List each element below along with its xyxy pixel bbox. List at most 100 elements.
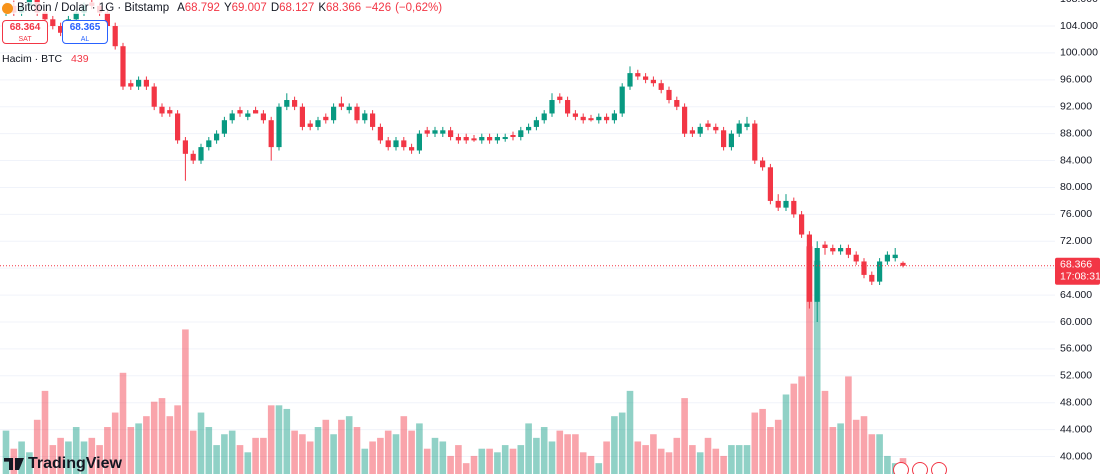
candle-body [822, 244, 828, 248]
candle-body [323, 116, 329, 121]
volume-bar [33, 419, 41, 474]
volume-bar [150, 401, 158, 474]
candle-body [845, 247, 851, 255]
candle-body [214, 133, 220, 141]
volume-bar [291, 430, 298, 474]
candle-body [799, 214, 805, 235]
y-tick-label: 52.000 [1060, 370, 1092, 382]
volume-bar [673, 437, 681, 474]
candle-body [370, 113, 376, 127]
candle-body [635, 73, 641, 77]
volume-bar [322, 419, 330, 474]
candle-body [73, 12, 79, 20]
volume-bar [127, 427, 135, 474]
candle-body [471, 138, 477, 141]
candle-body [346, 106, 352, 111]
volume-bar [221, 434, 228, 474]
event-icon[interactable] [912, 462, 928, 474]
volume-title: Hacim · BTC [2, 53, 63, 65]
candle-body [260, 113, 266, 121]
volume-bar [743, 445, 751, 474]
y-tick-label: 96.000 [1060, 74, 1092, 86]
candle-body [299, 106, 305, 127]
candle-body [565, 100, 571, 114]
volume-bar [431, 437, 439, 474]
volume-bar [517, 445, 525, 474]
candle-body [120, 46, 126, 87]
candle-body [229, 113, 235, 121]
event-icon[interactable] [931, 462, 947, 474]
volume-bar [735, 445, 743, 474]
volume-bar [790, 383, 798, 474]
volume-bar [314, 427, 322, 474]
candle-body [697, 126, 703, 134]
candle-body [760, 160, 766, 168]
candle-body [721, 130, 727, 148]
brand-logo[interactable]: TradingView [4, 455, 122, 473]
candle-body [448, 130, 454, 138]
volume-bar [158, 398, 166, 474]
volume-bar [205, 427, 213, 474]
candle-body [588, 118, 594, 121]
sell-button[interactable]: 68.364 SAT [2, 20, 48, 44]
volume-bar [18, 441, 25, 474]
price-tag [1055, 257, 1100, 285]
candle-body [838, 247, 844, 252]
volume-bar [548, 441, 556, 474]
candle-body [736, 123, 742, 134]
candle-body [182, 140, 188, 154]
volume-bar [306, 441, 314, 474]
volume-bar [618, 412, 626, 474]
candle-body [292, 100, 298, 107]
volume-bar [72, 427, 80, 474]
candle-body [58, 26, 64, 33]
symbol[interactable]: Bitcoin / Dolar · 1G · Bitstamp [17, 2, 170, 14]
volume-bar [369, 441, 376, 474]
candle-body [682, 106, 688, 134]
buy-button[interactable]: 68.365 AL [62, 20, 108, 44]
candle-body [518, 130, 524, 138]
candle-body [409, 147, 415, 151]
candle-body [338, 103, 344, 107]
candle-body [42, 12, 48, 20]
candle-body [666, 89, 672, 101]
candle-body [643, 76, 649, 80]
y-tick-label: 104.000 [1060, 20, 1098, 32]
volume-bar [260, 437, 267, 474]
volume-bar [439, 441, 447, 474]
volume-bar [462, 463, 470, 474]
candle-body [136, 79, 142, 87]
candle-body [198, 147, 204, 161]
candle-body [143, 79, 149, 87]
y-tick-label: 80.000 [1060, 181, 1092, 193]
candle-body [604, 116, 610, 121]
volume-bar [416, 423, 423, 474]
volume-bar [837, 423, 844, 474]
volume-bar [345, 416, 353, 474]
volume-bar [189, 430, 197, 474]
candle-body [50, 19, 56, 27]
ohlc: A68.792 Y69.007 D68.127 K68.366 [173, 2, 361, 14]
event-icon[interactable] [893, 462, 909, 474]
candle-body [479, 137, 485, 141]
volume-bar [501, 445, 509, 474]
volume-bar [829, 427, 837, 474]
candle-body [159, 106, 165, 114]
volume-bar [611, 416, 618, 474]
volume-bar [400, 416, 408, 474]
candle-body [416, 133, 422, 151]
candle-body [510, 134, 516, 138]
candle-body [393, 140, 399, 148]
volume-bar [267, 405, 275, 474]
volume-bar [213, 445, 220, 474]
candle-body [650, 79, 656, 84]
buy-label: AL [80, 36, 90, 43]
candle-body [557, 96, 563, 101]
volume-bar [111, 412, 119, 474]
candle-body [580, 116, 586, 121]
volume-bar [174, 405, 181, 474]
candle-body [658, 83, 664, 90]
candle-body [128, 83, 134, 87]
volume-bar [798, 376, 805, 474]
volume-bar [852, 419, 860, 474]
